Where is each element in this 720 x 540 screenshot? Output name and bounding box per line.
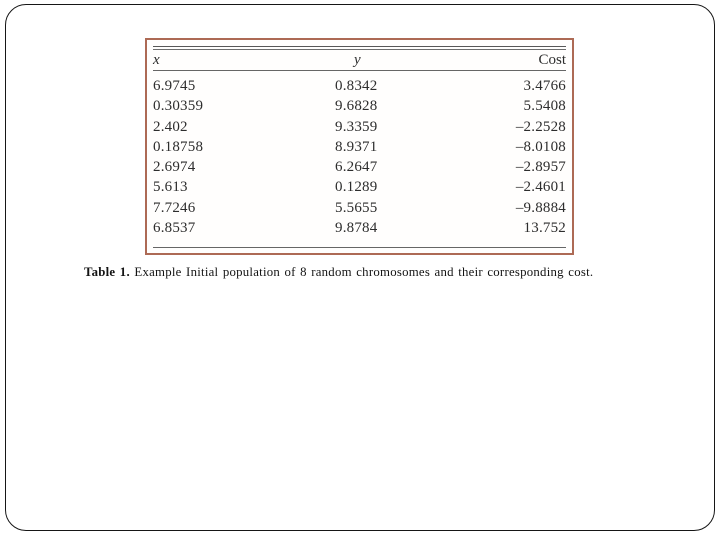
- table-header-rule: [153, 70, 566, 71]
- table-row: 2.402 9.3359 –2.2528: [153, 117, 566, 137]
- cell-x: 5.613: [153, 179, 188, 196]
- table-row: 0.18758 8.9371 –8.0108: [153, 137, 566, 157]
- column-header-cost: Cost: [538, 51, 566, 68]
- table-top-rule: [153, 46, 566, 50]
- table-body: 6.9745 0.8342 3.4766 0.30359 9.6828 5.54…: [153, 71, 566, 238]
- column-header-x: x: [153, 51, 160, 68]
- cell-x: 6.8537: [153, 220, 196, 237]
- cell-y: 6.2647: [335, 159, 378, 176]
- cell-y: 9.3359: [335, 118, 378, 135]
- column-header-y: y: [354, 51, 361, 68]
- table-row: 2.6974 6.2647 –2.8957: [153, 157, 566, 177]
- cell-x: 0.30359: [153, 98, 204, 115]
- caption-text: Example Initial population of 8 random c…: [129, 265, 594, 279]
- table-header-row: x y Cost: [153, 50, 566, 70]
- cell-cost: –8.0108: [515, 138, 566, 155]
- table-figure-image: x y Cost 6.9745 0.8342 3.4766 0.30359 9.…: [145, 38, 574, 255]
- cell-cost: –2.2528: [515, 118, 566, 135]
- cell-cost: 5.5408: [523, 98, 566, 115]
- cell-y: 9.6828: [335, 98, 378, 115]
- cell-y: 5.5655: [335, 199, 378, 216]
- cell-x: 2.402: [153, 118, 188, 135]
- cell-y: 0.8342: [335, 78, 378, 94]
- cell-y: 9.8784: [335, 220, 378, 237]
- cell-x: 6.9745: [153, 78, 196, 94]
- slide-border: [5, 4, 715, 531]
- table-row: 0.30359 9.6828 5.5408: [153, 96, 566, 116]
- cell-x: 7.7246: [153, 199, 196, 216]
- cell-cost: 3.4766: [523, 78, 566, 94]
- table-row: 5.613 0.1289 –2.4601: [153, 177, 566, 197]
- table-row: 7.7246 5.5655 –9.8884: [153, 198, 566, 218]
- table-caption: Table 1. Example Initial population of 8…: [84, 264, 700, 281]
- cell-x: 2.6974: [153, 159, 196, 176]
- caption-label: Table 1.: [84, 265, 130, 279]
- cell-x: 0.18758: [153, 138, 204, 155]
- cell-y: 8.9371: [335, 138, 378, 155]
- table-bottom-rule: [153, 247, 566, 249]
- cell-cost: –2.4601: [515, 179, 566, 196]
- cell-cost: 13.752: [523, 220, 566, 237]
- table-row: 6.9745 0.8342 3.4766: [153, 76, 566, 96]
- cell-cost: –9.8884: [515, 199, 566, 216]
- table-row: 6.8537 9.8784 13.752: [153, 218, 566, 238]
- cell-y: 0.1289: [335, 179, 378, 196]
- cell-cost: –2.8957: [515, 159, 566, 176]
